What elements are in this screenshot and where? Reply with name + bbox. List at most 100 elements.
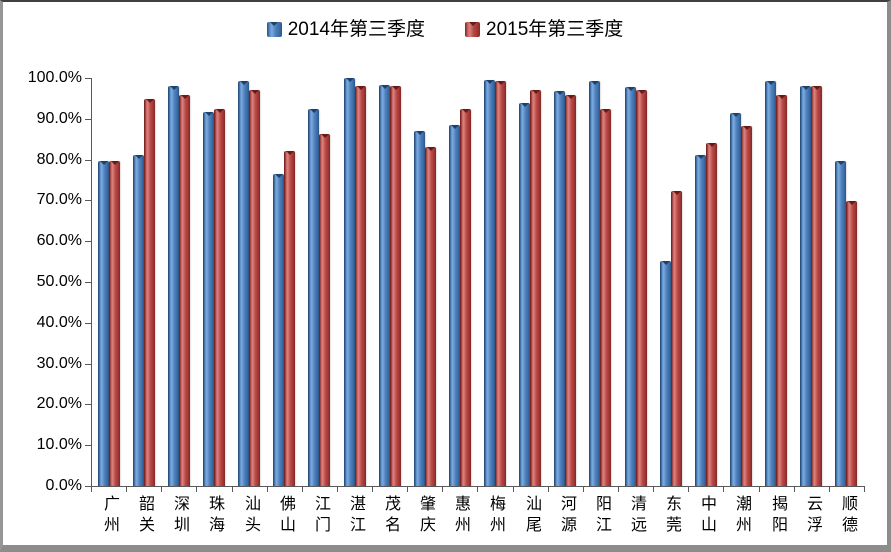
x-axis-category-label: 云浮 [794,495,830,537]
bar-2014年第三季度-河源 [554,91,565,486]
x-axis-tick [618,487,619,492]
y-axis-tick [85,445,91,446]
y-axis-tick-label: 30.0% [36,355,82,372]
x-axis-tick [723,487,724,492]
x-axis-category-label: 阳江 [583,495,619,537]
bar-2015年第三季度-清远 [636,90,647,486]
bar-2015年第三季度-湛江 [355,86,366,486]
y-axis-tick [85,364,91,365]
x-axis-category-text: 揭阳 [769,495,786,537]
bar-2014年第三季度-深圳 [168,86,179,486]
x-axis-category-label: 江门 [302,495,338,537]
x-axis-category-text: 惠州 [452,495,469,537]
x-axis-category-text: 阳江 [593,495,610,537]
x-axis-category-label: 东莞 [653,495,689,537]
bar-2014年第三季度-肇庆 [414,131,425,486]
bar-2014年第三季度-云浮 [800,86,811,486]
bar-2015年第三季度-惠州 [460,109,471,486]
x-axis-tick [91,487,92,492]
x-axis-category-label: 茂名 [372,495,408,537]
y-axis-tick [85,486,91,487]
legend-swatch-blue-icon [266,22,282,37]
x-axis-category-text: 顺德 [839,495,856,537]
x-axis-tick [337,487,338,492]
x-axis-tick [583,487,584,492]
x-axis-category-text: 珠海 [206,495,223,537]
bar-2014年第三季度-中山 [695,155,706,486]
legend-item-2015-q3: 2015年第三季度 [465,20,623,39]
x-axis-category-text: 肇庆 [417,495,434,537]
x-axis-tick [442,487,443,492]
bar-2015年第三季度-云浮 [811,86,822,486]
x-axis-category-label: 湛江 [337,495,373,537]
x-axis-tick [829,487,830,492]
x-axis-tick [794,487,795,492]
x-axis-category-text: 清远 [628,495,645,537]
bar-2014年第三季度-佛山 [273,174,284,486]
y-axis-tick-label: 80.0% [36,151,82,168]
bar-2014年第三季度-湛江 [344,78,355,486]
bar-2014年第三季度-揭阳 [765,81,776,486]
bar-2015年第三季度-梅州 [495,81,506,486]
bar-2014年第三季度-茂名 [379,85,390,486]
x-axis-tick [688,487,689,492]
bar-2015年第三季度-韶关 [144,99,155,486]
x-axis-tick [232,487,233,492]
bar-2015年第三季度-河源 [565,95,576,486]
bar-2015年第三季度-茂名 [390,86,401,486]
x-axis-tick [302,487,303,492]
legend: 2014年第三季度 2015年第三季度 [3,20,887,39]
y-axis-tick [85,282,91,283]
bar-2014年第三季度-阳江 [589,81,600,486]
bar-2014年第三季度-顺德 [835,161,846,486]
x-axis-category-label: 汕头 [232,495,268,537]
x-axis-category-label: 河源 [548,495,584,537]
x-axis-category-label: 深圳 [161,495,197,537]
bar-2014年第三季度-江门 [308,109,319,486]
x-axis-category-text: 佛山 [277,495,294,537]
x-axis-category-label: 广州 [91,495,127,537]
x-axis-category-text: 中山 [698,495,715,537]
x-axis-tick [513,487,514,492]
x-axis-tick [196,487,197,492]
bar-2014年第三季度-惠州 [449,125,460,486]
bar-2015年第三季度-阳江 [600,109,611,486]
x-axis-category-label: 潮州 [723,495,759,537]
legend-swatch-red-icon [465,22,480,37]
x-axis-category-label: 惠州 [442,495,478,537]
legend-item-2014-q3: 2014年第三季度 [266,19,425,40]
x-axis-category-text: 汕头 [242,495,259,537]
x-axis-tick [267,487,268,492]
y-axis-tick-label: 100.0% [27,69,82,86]
y-axis-tick-label: 70.0% [36,191,82,208]
bar-2014年第三季度-梅州 [484,80,495,486]
x-axis-category-label: 揭阳 [759,495,795,537]
y-axis-tick-label: 90.0% [36,110,82,127]
bar-2014年第三季度-汕头 [238,81,249,486]
bar-2015年第三季度-深圳 [179,95,190,486]
x-axis-category-text: 江门 [312,495,329,537]
bar-2014年第三季度-汕尾 [519,103,530,486]
bar-2015年第三季度-揭阳 [776,95,787,486]
x-axis-category-text: 汕尾 [523,495,540,537]
x-axis-category-label: 韶关 [126,495,162,537]
bar-2015年第三季度-佛山 [284,151,295,486]
bar-2015年第三季度-顺德 [846,201,857,486]
x-axis-category-text: 韶关 [136,495,153,537]
y-axis-tick-label: 10.0% [36,436,82,453]
x-axis-tick [653,487,654,492]
x-axis-tick [407,487,408,492]
y-axis-tick [85,160,91,161]
bar-2015年第三季度-汕头 [249,90,260,486]
legend-label-2014-q3: 2014年第三季度 [287,19,425,40]
x-axis-tick [372,487,373,492]
x-axis-category-label: 肇庆 [407,495,443,537]
x-axis-category-label: 顺德 [829,495,865,537]
y-axis-tick [85,241,91,242]
x-axis-tick [161,487,162,492]
x-axis-tick [477,487,478,492]
x-axis-category-text: 梅州 [487,495,504,537]
y-axis-tick [85,404,91,405]
bar-2015年第三季度-东莞 [671,191,682,486]
